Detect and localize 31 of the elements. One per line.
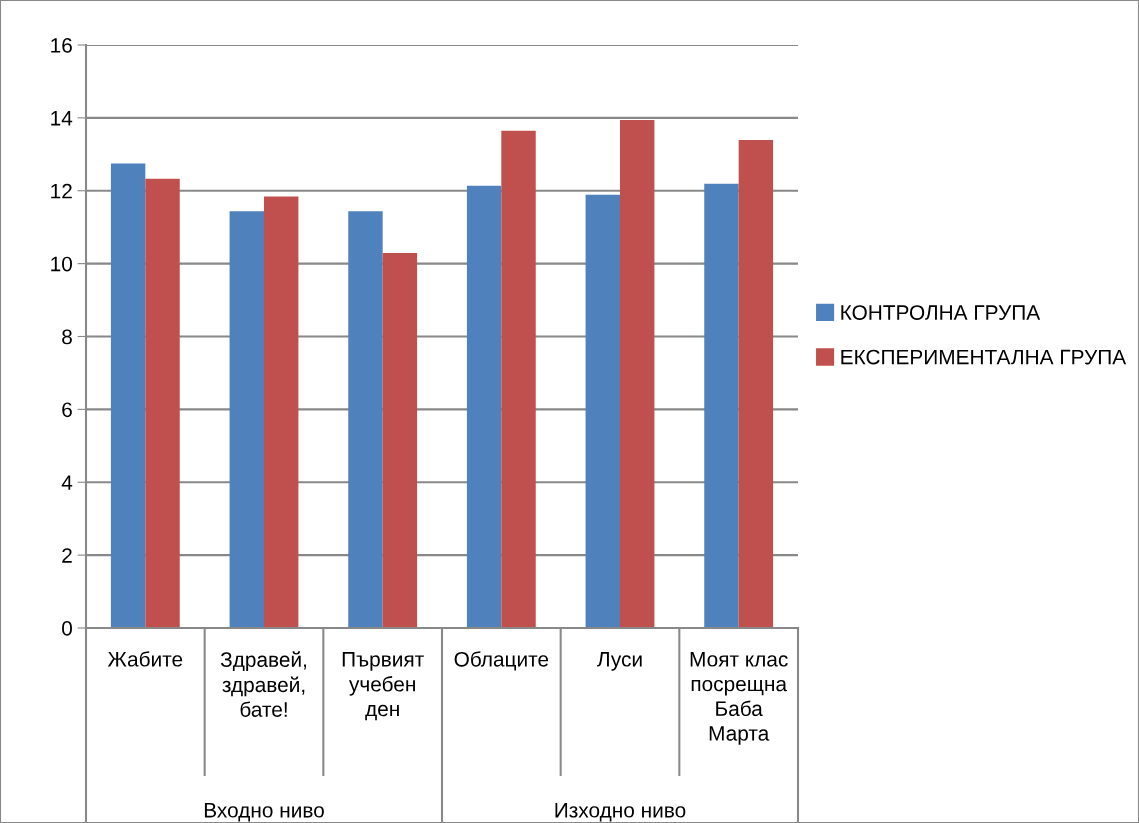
bar (704, 183, 739, 628)
legend-label: ЕКСПЕРИМЕНТАЛНА ГРУПА (841, 349, 1127, 365)
bar (501, 130, 536, 628)
x-tick-label: Луси (597, 652, 642, 671)
bar (382, 253, 418, 628)
x-tick-label: Жабите (107, 651, 183, 667)
y-tick-label: 2 (62, 548, 72, 563)
legend-label: КОНТРОЛНА ГРУПА (841, 305, 1041, 320)
y-tick-label: 4 (61, 475, 73, 490)
x-tick-label: Моят клас посрещна Баба Марта (690, 652, 788, 745)
bar (145, 178, 180, 628)
bar (620, 120, 655, 628)
text: Изходно ниво (555, 803, 686, 822)
y-tick-label: 10 (51, 256, 72, 272)
bar (348, 211, 383, 628)
x-tick-label: Облаците (454, 651, 549, 671)
y-tick-label: 8 (62, 329, 72, 345)
y-tick-label: 16 (51, 38, 72, 53)
bar (738, 140, 774, 628)
x-tick-label: Здравей, здравей, бате! (220, 651, 307, 717)
bar (264, 196, 299, 628)
bar (585, 194, 620, 628)
y-tick-label: 6 (62, 402, 72, 418)
y-tick-label: 14 (51, 111, 73, 126)
y-tick-label: 0 (62, 621, 72, 636)
y-tick-label: 12 (51, 183, 72, 199)
bar (110, 163, 146, 628)
text: Входно ниво (204, 803, 324, 822)
bar (466, 185, 502, 628)
bar (229, 211, 264, 628)
x-tick-label: Първият учебен ден (342, 652, 424, 721)
